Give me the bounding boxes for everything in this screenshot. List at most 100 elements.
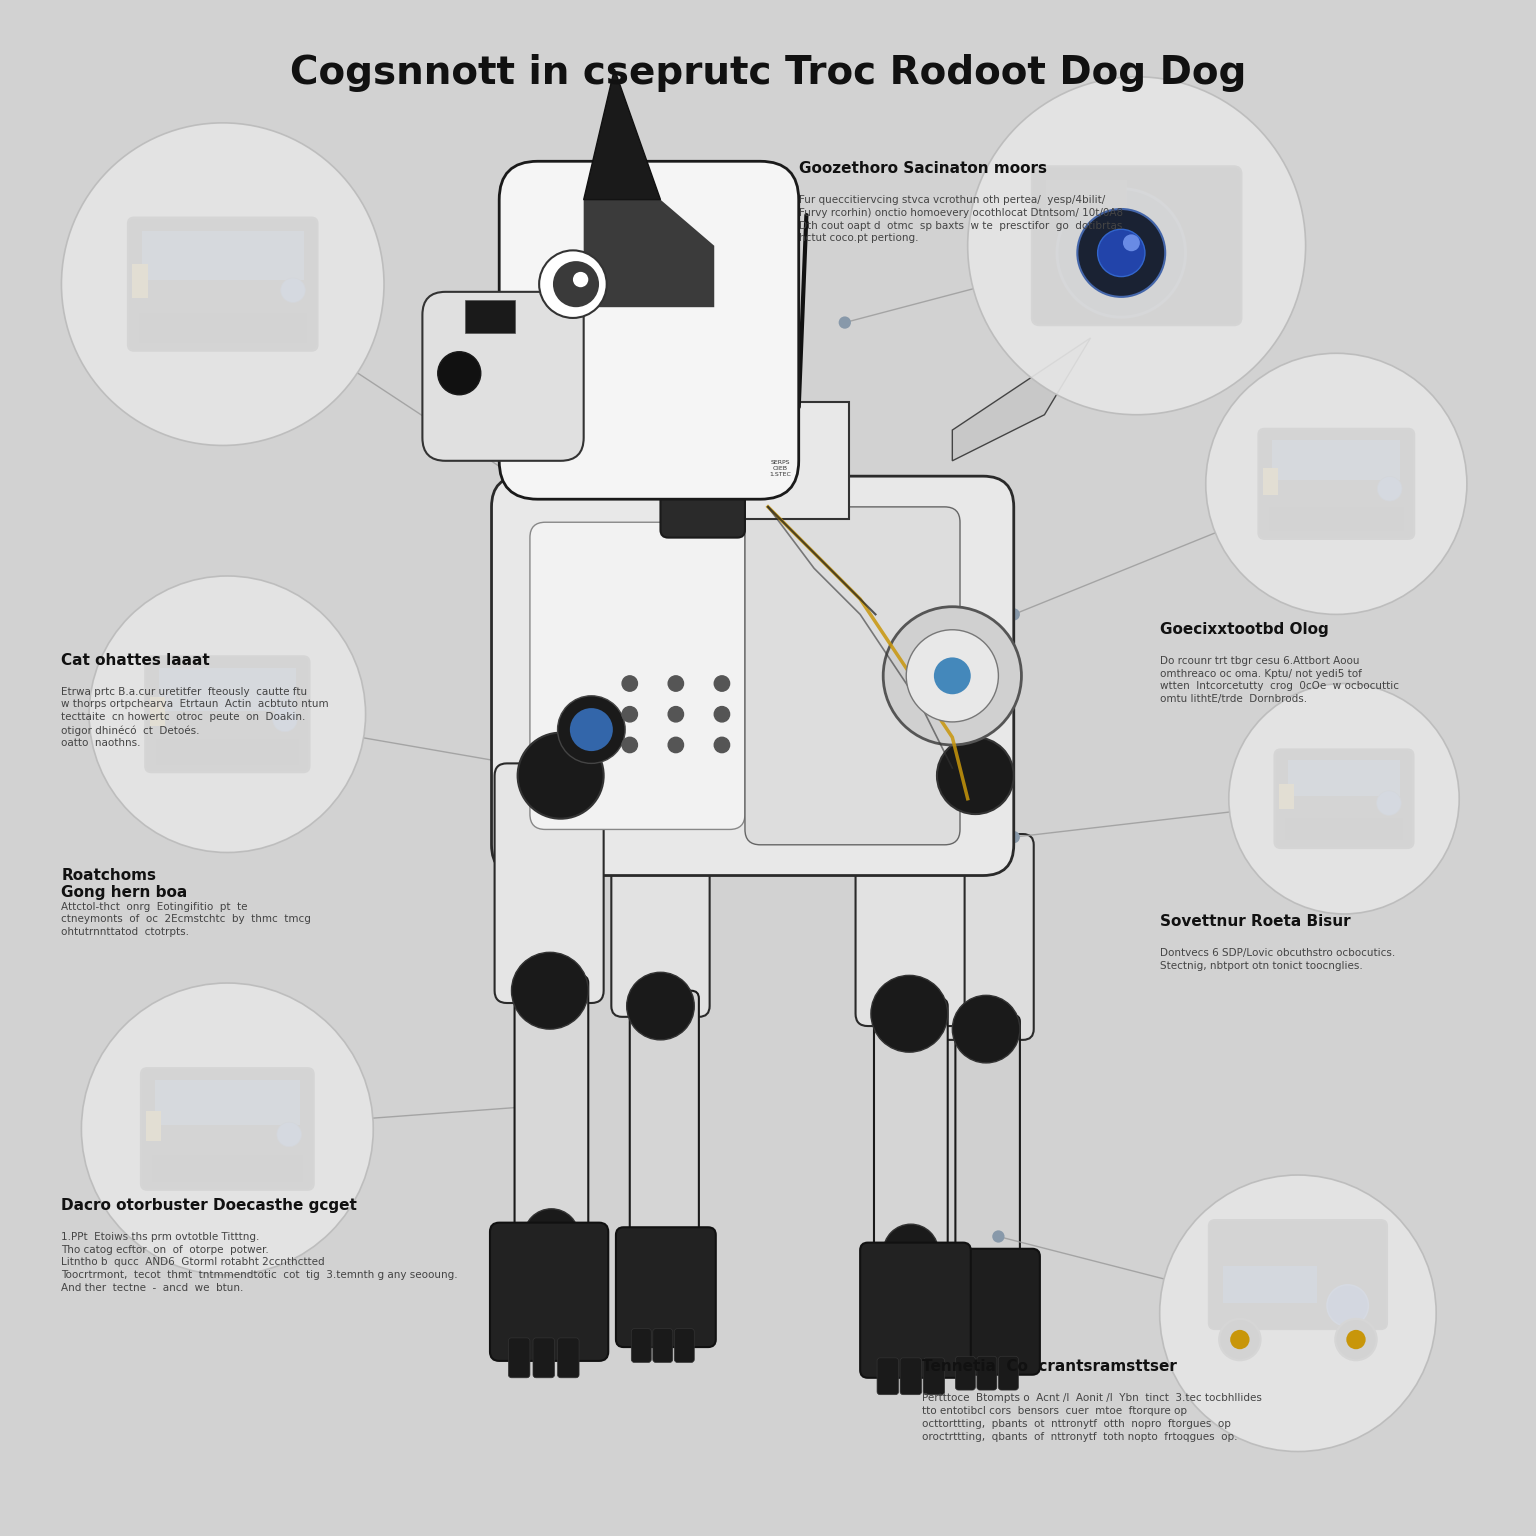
FancyBboxPatch shape <box>1032 166 1241 326</box>
Circle shape <box>1077 209 1166 296</box>
Circle shape <box>531 485 544 498</box>
Circle shape <box>1206 353 1467 614</box>
FancyBboxPatch shape <box>674 1329 694 1362</box>
Circle shape <box>937 737 1014 814</box>
Text: Do rcounr trt tbgr cesu 6.Attbort Aoou
omthreaco oc oma. Kptu/ not yedi5 tof
wtt: Do rcounr trt tbgr cesu 6.Attbort Aoou o… <box>1160 656 1399 705</box>
FancyBboxPatch shape <box>508 1338 530 1378</box>
Circle shape <box>570 708 613 751</box>
Circle shape <box>61 123 384 445</box>
FancyBboxPatch shape <box>653 1329 673 1362</box>
Circle shape <box>511 952 588 1029</box>
Circle shape <box>622 676 637 691</box>
FancyBboxPatch shape <box>499 161 799 499</box>
Circle shape <box>1327 1284 1369 1326</box>
Text: Dacro otorbuster Doecasthe gcget: Dacro otorbuster Doecasthe gcget <box>61 1198 358 1213</box>
Circle shape <box>1230 1330 1249 1349</box>
FancyBboxPatch shape <box>1209 1220 1387 1329</box>
Circle shape <box>1229 684 1459 914</box>
Circle shape <box>883 607 1021 745</box>
FancyBboxPatch shape <box>938 834 1034 1040</box>
FancyBboxPatch shape <box>955 1015 1020 1266</box>
FancyBboxPatch shape <box>141 230 304 280</box>
FancyBboxPatch shape <box>1258 429 1415 539</box>
FancyBboxPatch shape <box>1263 467 1278 495</box>
FancyBboxPatch shape <box>631 1329 651 1362</box>
Text: 1.PPt  Etoiws ths prm ovtotble Titttng.
Tho catog ecftor  on  of  otorpe  potwer: 1.PPt Etoiws ths prm ovtotble Titttng. T… <box>61 1232 458 1293</box>
Text: Roatchoms
Gong hern boa: Roatchoms Gong hern boa <box>61 868 187 900</box>
Circle shape <box>1098 229 1144 276</box>
FancyBboxPatch shape <box>955 1356 975 1390</box>
FancyBboxPatch shape <box>160 668 295 711</box>
Circle shape <box>1378 476 1402 501</box>
FancyBboxPatch shape <box>465 300 515 333</box>
FancyBboxPatch shape <box>874 998 948 1260</box>
Circle shape <box>627 972 694 1040</box>
FancyBboxPatch shape <box>1223 1266 1316 1303</box>
FancyBboxPatch shape <box>660 438 745 538</box>
FancyBboxPatch shape <box>745 507 960 845</box>
Polygon shape <box>584 200 714 307</box>
FancyBboxPatch shape <box>144 656 310 773</box>
Circle shape <box>934 657 971 694</box>
Text: Goecixxtootbd Olog: Goecixxtootbd Olog <box>1160 622 1329 637</box>
FancyBboxPatch shape <box>1272 441 1401 481</box>
Circle shape <box>1346 1330 1366 1349</box>
Circle shape <box>531 1100 544 1112</box>
Circle shape <box>968 77 1306 415</box>
Circle shape <box>714 707 730 722</box>
FancyBboxPatch shape <box>492 476 1014 876</box>
Circle shape <box>668 737 684 753</box>
Text: Pertttoce  Btompts o  Acnt /l  Aonit /l  Ybn  tinct  3.tec tocbhllides
tto entot: Pertttoce Btompts o Acnt /l Aonit /l Ybn… <box>922 1393 1261 1442</box>
FancyBboxPatch shape <box>710 402 849 519</box>
Circle shape <box>992 1230 1005 1243</box>
FancyBboxPatch shape <box>630 991 699 1244</box>
Circle shape <box>1335 1319 1376 1361</box>
FancyBboxPatch shape <box>422 292 584 461</box>
Circle shape <box>839 316 851 329</box>
Polygon shape <box>584 69 660 200</box>
Circle shape <box>871 975 948 1052</box>
FancyBboxPatch shape <box>132 264 147 298</box>
FancyBboxPatch shape <box>923 1358 945 1395</box>
Text: Sovettnur Roeta Bisur: Sovettnur Roeta Bisur <box>1160 914 1350 929</box>
FancyBboxPatch shape <box>157 739 298 765</box>
Text: Attctol-thct  onrg  Eotingifitio  pt  te
ctneymonts  of  oc  2Ecmstchtc  by  thm: Attctol-thct onrg Eotingifitio pt te ctn… <box>61 902 312 937</box>
Text: Etrwa prtc B.a.cur uretitfer  fteously  cautte ftu
w thorps ortpchearva  Etrtaun: Etrwa prtc B.a.cur uretitfer fteously ca… <box>61 687 329 748</box>
FancyBboxPatch shape <box>856 802 965 1026</box>
Circle shape <box>1123 235 1140 252</box>
Circle shape <box>531 762 544 774</box>
Circle shape <box>518 733 604 819</box>
Circle shape <box>1376 791 1401 816</box>
Circle shape <box>553 261 599 307</box>
FancyBboxPatch shape <box>877 1358 899 1395</box>
Circle shape <box>524 1209 579 1264</box>
FancyBboxPatch shape <box>490 1223 608 1361</box>
FancyBboxPatch shape <box>1279 785 1295 809</box>
Circle shape <box>558 696 625 763</box>
Circle shape <box>668 707 684 722</box>
FancyBboxPatch shape <box>127 218 318 350</box>
FancyBboxPatch shape <box>533 1338 554 1378</box>
FancyBboxPatch shape <box>1289 760 1399 796</box>
Circle shape <box>952 995 1020 1063</box>
FancyBboxPatch shape <box>998 1356 1018 1390</box>
Circle shape <box>438 352 481 395</box>
FancyBboxPatch shape <box>1286 819 1402 840</box>
Circle shape <box>1160 1175 1436 1452</box>
FancyBboxPatch shape <box>495 763 604 1003</box>
Text: Tennetia  Co  crantsramsttser: Tennetia Co crantsramsttser <box>922 1359 1177 1375</box>
FancyBboxPatch shape <box>860 1243 971 1378</box>
FancyBboxPatch shape <box>530 522 745 829</box>
FancyBboxPatch shape <box>940 1249 1040 1375</box>
Circle shape <box>714 737 730 753</box>
Text: SERPS
OIEB
1.STEC: SERPS OIEB 1.STEC <box>770 459 791 478</box>
Polygon shape <box>952 338 1091 461</box>
Circle shape <box>622 707 637 722</box>
FancyBboxPatch shape <box>1269 507 1404 531</box>
Circle shape <box>1220 1319 1261 1361</box>
Circle shape <box>573 272 588 287</box>
Circle shape <box>89 576 366 852</box>
Circle shape <box>281 278 306 303</box>
Circle shape <box>883 1224 938 1279</box>
Circle shape <box>906 630 998 722</box>
